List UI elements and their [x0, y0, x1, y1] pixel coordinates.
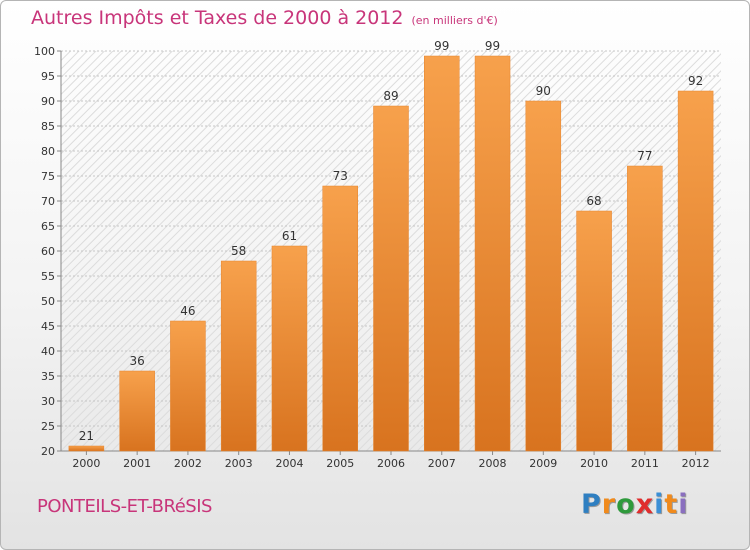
- value-label-2007: 99: [434, 39, 449, 53]
- value-label-2006: 89: [383, 89, 398, 103]
- bar-2012: [677, 90, 714, 452]
- label-layer: 20 25 30 35 40 45 50 55 60 65 70 75 80 85 90 95 100 21 200…: [34, 39, 710, 470]
- bar-2000: [68, 445, 105, 452]
- value-label-2004: 61: [282, 229, 297, 243]
- x-tick-label-2002: 2002: [174, 457, 202, 470]
- x-tick-label-2003: 2003: [225, 457, 253, 470]
- y-tick-label: 85: [41, 120, 55, 133]
- bar-2001: [119, 370, 155, 452]
- y-tick-label: 20: [41, 445, 55, 458]
- y-tick-label: 55: [41, 270, 55, 283]
- city-name: PONTEILS-ET-BRéSIS: [37, 496, 212, 517]
- x-tick-label-2008: 2008: [479, 457, 507, 470]
- bar-2007: [424, 55, 460, 452]
- value-label-2001: 36: [130, 354, 145, 368]
- bar-2006: [373, 105, 409, 452]
- y-tick-label: 75: [41, 170, 55, 183]
- logo-letter: r: [601, 489, 617, 520]
- value-label-2012: 92: [688, 74, 703, 88]
- bar-2011: [627, 165, 663, 452]
- y-tick-label: 60: [41, 245, 55, 258]
- bar-layer: [68, 55, 714, 452]
- x-tick-label-2006: 2006: [377, 457, 405, 470]
- x-tick-label-2007: 2007: [428, 457, 456, 470]
- logo-letter: i: [654, 489, 665, 520]
- y-tick-label: 25: [41, 420, 55, 433]
- bar-2002: [170, 320, 206, 452]
- logo-letter: i: [678, 489, 689, 520]
- value-label-2005: 73: [333, 169, 348, 183]
- logo-letter: t: [664, 489, 679, 520]
- bar-2009: [525, 100, 562, 452]
- y-tick-label: 50: [41, 295, 55, 308]
- x-tick-label-2010: 2010: [580, 457, 608, 470]
- y-tick-label: 100: [34, 45, 55, 58]
- chart-title-block: Autres Impôts et Taxes de 2000 à 2012 (en…: [31, 7, 498, 29]
- y-tick-label: 95: [41, 70, 55, 83]
- x-tick-label-2011: 2011: [631, 457, 659, 470]
- y-tick-label: 40: [41, 345, 55, 358]
- value-label-2002: 46: [180, 304, 195, 318]
- value-label-2009: 90: [536, 84, 551, 98]
- bar-2008: [474, 55, 511, 452]
- x-tick-label-2012: 2012: [682, 457, 710, 470]
- x-tick-label-2009: 2009: [529, 457, 557, 470]
- logo-letter: P: [581, 489, 602, 520]
- x-tick-label-2000: 2000: [72, 457, 100, 470]
- value-label-2010: 68: [586, 194, 601, 208]
- chart-unit: (en milliers d'€): [411, 14, 498, 27]
- logo-letter: x: [635, 489, 655, 520]
- y-tick-label: 80: [41, 145, 55, 158]
- bar-2004: [271, 245, 308, 452]
- y-tick-label: 90: [41, 95, 55, 108]
- value-label-2003: 58: [231, 244, 246, 258]
- y-tick-label: 30: [41, 395, 55, 408]
- chart-title: Autres Impôts et Taxes de 2000 à 2012: [31, 7, 404, 29]
- x-tick-label-2004: 2004: [275, 457, 303, 470]
- x-tick-label-2001: 2001: [123, 457, 151, 470]
- value-label-2011: 77: [637, 149, 652, 163]
- bar-2003: [220, 260, 257, 452]
- value-label-2000: 21: [79, 429, 94, 443]
- y-tick-label: 45: [41, 320, 55, 333]
- value-label-2008: 99: [485, 39, 500, 53]
- y-tick-label: 70: [41, 195, 55, 208]
- y-tick-label: 65: [41, 220, 55, 233]
- logo-letter: o: [616, 489, 636, 520]
- bar-2005: [322, 185, 358, 452]
- x-tick-label-2005: 2005: [326, 457, 354, 470]
- proxiti-logo: Proxiti: [581, 489, 689, 520]
- bar-2010: [576, 210, 612, 452]
- y-tick-label: 35: [41, 370, 55, 383]
